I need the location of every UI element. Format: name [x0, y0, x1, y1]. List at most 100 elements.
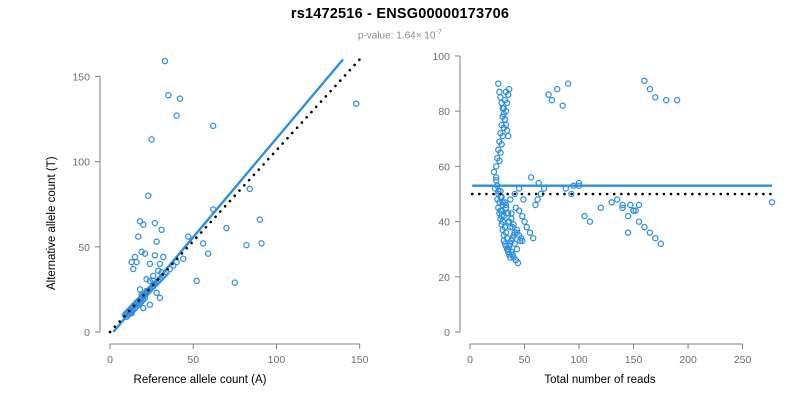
scatter-point [517, 234, 525, 242]
scatter-point [490, 168, 498, 176]
scatter-point [131, 253, 139, 261]
scatter-point [646, 229, 654, 236]
y-tick-label: 150 [72, 71, 90, 83]
scatter-point [652, 94, 659, 101]
scatter-point [176, 95, 184, 102]
scatter-point [508, 210, 515, 217]
scatter-point [641, 223, 648, 231]
scatter-point [652, 234, 659, 242]
x-tick-label: 250 [734, 354, 752, 366]
figure-subtitle: p-value: 1.64× 10-7 [0, 27, 800, 41]
left-plot-canvas: 0 50 100 150 0 50 100 150 [72, 57, 369, 366]
scatter-point [136, 218, 144, 225]
scatter-point [586, 218, 594, 225]
scatter-point [128, 258, 135, 266]
scatter-point [673, 96, 681, 104]
y-tick-label: 100 [72, 157, 90, 169]
scatter-point [513, 229, 521, 236]
x-tick-label: 100 [570, 354, 588, 366]
scatter-point [204, 250, 212, 257]
y-tick-label: 100 [432, 51, 450, 63]
scatter-point [545, 91, 552, 98]
scatter-point [502, 88, 510, 96]
identity-line [108, 58, 361, 334]
scatter-point [526, 229, 534, 236]
scatter-point [193, 277, 200, 285]
scatter-point [156, 260, 164, 268]
x-tick-label: 0 [107, 354, 113, 366]
scatter-point [641, 77, 648, 85]
scatter-point [150, 272, 157, 280]
x-tick-label: 50 [187, 354, 199, 366]
scatter-point [160, 253, 167, 261]
scatter-point [151, 252, 159, 259]
scatter-point [632, 207, 639, 214]
scatter-point [135, 233, 142, 240]
scatter-point [768, 199, 776, 206]
scatter-point [141, 250, 149, 257]
scatter-point [511, 240, 518, 247]
scatter-point [498, 121, 505, 129]
y-tick-label: 40 [438, 217, 450, 229]
y-tick-label: 80 [438, 106, 450, 118]
scatter-point [504, 210, 512, 217]
scatter-point [140, 221, 147, 228]
scatter-point [130, 265, 137, 273]
subtitle-text: p-value: 1.64× 10 [357, 30, 436, 42]
scatter-point [624, 229, 632, 236]
scatter-point [529, 234, 537, 242]
scatter-point [246, 185, 254, 193]
scatter-point [532, 201, 539, 209]
scatter-point [256, 216, 264, 223]
scatter-point [155, 267, 162, 274]
scatter-point [523, 223, 530, 231]
scatter-point [502, 201, 510, 209]
scatter-point [138, 248, 145, 256]
scatter-point [513, 245, 521, 253]
scatter-point [553, 85, 561, 93]
scatter-point [521, 218, 528, 225]
regression-line [112, 58, 344, 333]
figure-title: rs1472516 - ENSG00000173706 [290, 6, 510, 22]
x-tick-label: 0 [467, 354, 473, 366]
scatter-point [496, 88, 503, 96]
scatter-point [504, 132, 512, 140]
scatter-point [527, 174, 535, 181]
scatter-point [635, 201, 643, 209]
scatter-point [496, 138, 503, 145]
scatter-point [509, 223, 516, 231]
scatter-point [165, 91, 172, 99]
scatter-point [173, 112, 180, 119]
scatter-point [231, 279, 239, 286]
y-tick-label: 50 [78, 242, 90, 254]
scatter-point [151, 219, 159, 227]
scatter-point [184, 233, 192, 240]
scatter-point [146, 277, 154, 285]
x-tick-label: 150 [351, 354, 369, 366]
scatter-point [502, 204, 510, 212]
scatter-point [158, 226, 165, 234]
scatter-point [143, 275, 150, 283]
left-x-axis-label: Reference allele count (A) [133, 374, 267, 386]
scatter-panel-reference-vs-alternative: 0 50 100 150 0 50 100 150 Reference allele coun… [46, 57, 369, 386]
scatter-point [619, 204, 626, 212]
scatter-point [153, 289, 160, 297]
scatter-point [145, 192, 152, 199]
data-points [490, 77, 776, 267]
scatter-point [646, 85, 654, 93]
y-tick-label: 0 [444, 327, 450, 339]
scatter-point [511, 190, 518, 198]
scatter-point [613, 196, 621, 203]
scatter-point [514, 259, 522, 267]
scatter-point [568, 190, 575, 198]
scatter-point [495, 80, 502, 87]
right-plot-canvas: 0 20 40 60 80 100 0 50 100 150 200 250 [432, 51, 776, 366]
subtitle-exponent: -7 [435, 27, 443, 36]
scatter-point [608, 199, 615, 206]
scatter-point [500, 212, 508, 220]
scatter-point [657, 240, 665, 247]
scatter-point [559, 102, 566, 109]
y-tick-label: 20 [438, 272, 450, 284]
y-tick-label: 0 [84, 327, 90, 339]
